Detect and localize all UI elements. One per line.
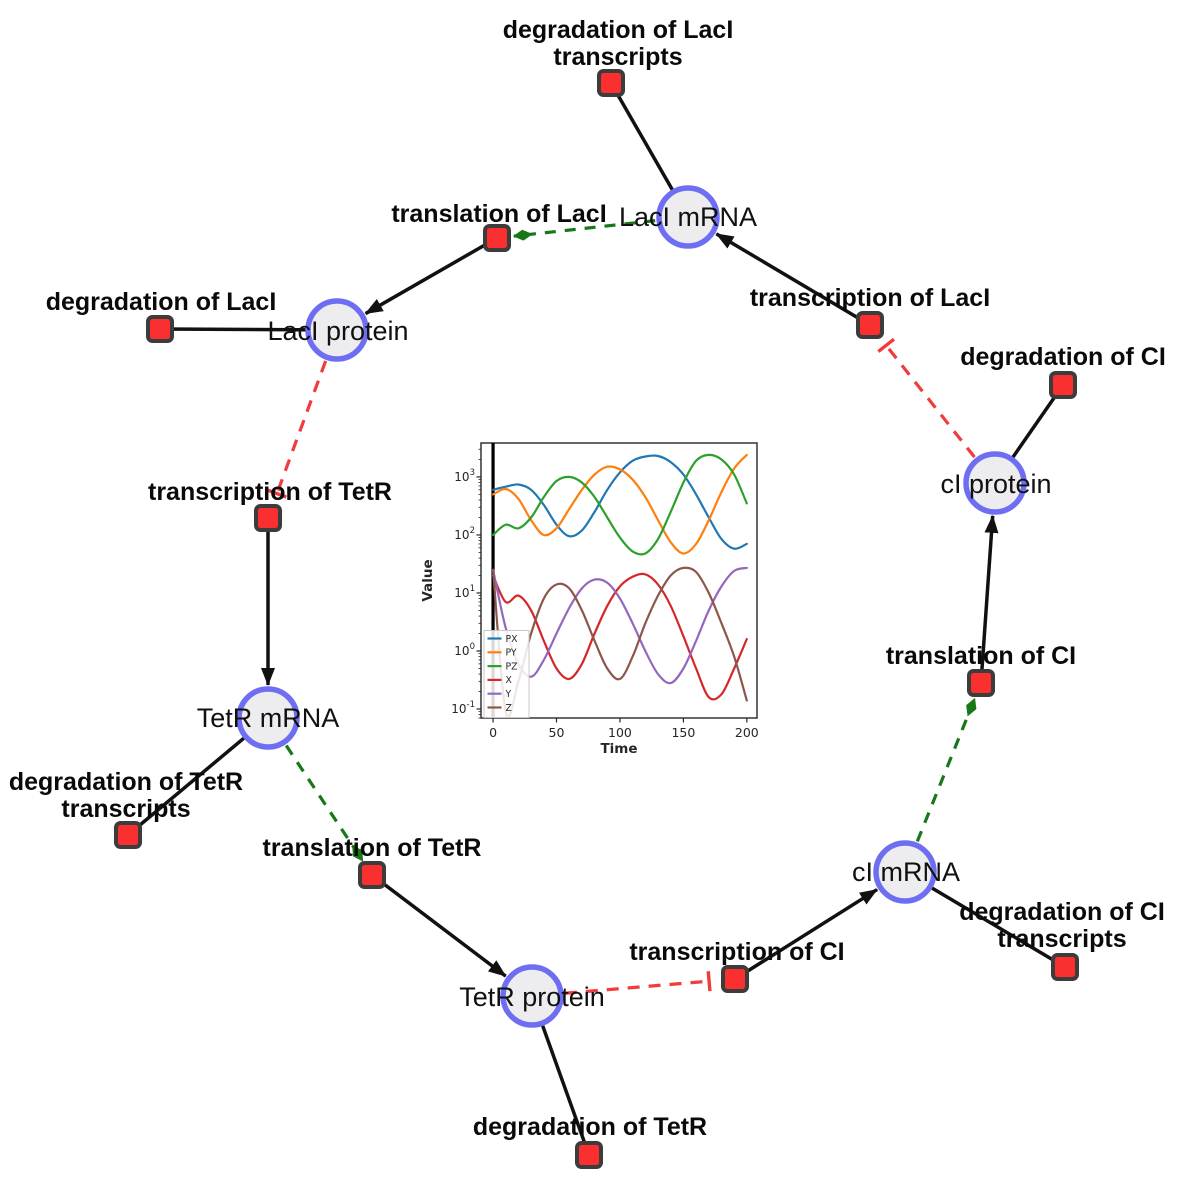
- plot-legend-label: Z: [506, 703, 512, 714]
- species-node-ci_mrna[interactable]: [873, 840, 937, 904]
- edge-production-transl_laci-laci_protein[interactable]: [364, 236, 498, 316]
- edge-production-transl_ci-ci_protein[interactable]: [979, 514, 999, 684]
- reaction-label-transl_tetr: translation of TetR: [263, 834, 482, 862]
- species-node-laci_mrna[interactable]: [656, 185, 720, 249]
- reaction-label-deg_laci_tx: degradation of LacI: [503, 16, 734, 44]
- reaction-node-deg_laci[interactable]: [146, 315, 174, 343]
- species-label-ci_protein: cI protein: [940, 469, 1051, 499]
- reaction-label-txn_laci: transcription of LacI: [750, 284, 990, 312]
- reaction-label-deg_tetr_tx: transcripts: [61, 795, 190, 823]
- species-label-ci_mrna: cI mRNA: [852, 857, 960, 887]
- plot-ylabel: Value: [420, 559, 436, 601]
- plot-series-PZ: [492, 453, 748, 556]
- plot-series-X: [492, 572, 748, 701]
- edge-production-txn_ci-ci_mrna[interactable]: [734, 888, 879, 981]
- edge-catalysis-tetr_mrna-transl_tetr[interactable]: [284, 744, 364, 862]
- species-node-ci_protein[interactable]: [963, 451, 1027, 515]
- reaction-node-transl_ci[interactable]: [967, 669, 995, 697]
- plot-ytick-label: 102: [454, 526, 475, 542]
- edge-production-transl_tetr-tetr_protein[interactable]: [370, 873, 507, 978]
- plot-legend-label: X: [506, 675, 513, 686]
- plot-series-PX: [492, 454, 748, 550]
- plot-xtick-label: 150: [671, 725, 695, 740]
- species-label-laci_protein: LacI protein: [267, 316, 408, 346]
- reaction-node-deg_tetr_tx[interactable]: [114, 821, 142, 849]
- plot-legend-label: PZ: [506, 661, 518, 672]
- plot-ytick-label: 100: [454, 642, 475, 658]
- reaction-label-txn_tetr: transcription of TetR: [148, 478, 392, 506]
- species-label-tetr_mrna: TetR mRNA: [197, 703, 340, 733]
- reaction-label-deg_ci: degradation of CI: [960, 343, 1166, 371]
- reaction-node-deg_ci[interactable]: [1049, 371, 1077, 399]
- reaction-node-txn_laci[interactable]: [856, 311, 884, 339]
- plot-xtick-label: 0: [489, 725, 497, 740]
- reaction-node-txn_tetr[interactable]: [254, 504, 282, 532]
- reaction-label-deg_tetr: degradation of TetR: [473, 1113, 707, 1141]
- reaction-label-deg_laci: degradation of LacI: [46, 288, 277, 316]
- plot-xtick-label: 200: [735, 725, 759, 740]
- plot-legend-label: Y: [505, 689, 512, 700]
- plot-ytick-label: 103: [454, 468, 475, 484]
- reaction-node-deg_ci_tx[interactable]: [1051, 953, 1079, 981]
- reaction-label-txn_ci: transcription of CI: [629, 938, 844, 966]
- plot-legend-label: PX: [506, 634, 519, 645]
- edge-inhibition-ci_protein-txn_laci[interactable]: [877, 337, 976, 459]
- plot-xlabel: Time: [600, 741, 637, 757]
- plot-ytick-label: 101: [454, 584, 475, 600]
- plot-series-Z: [492, 566, 748, 718]
- plot-series-PY: [492, 453, 748, 555]
- reaction-node-transl_tetr[interactable]: [358, 861, 386, 889]
- edge-catalysis-laci_mrna-transl_laci[interactable]: [512, 219, 656, 241]
- plot-xtick-label: 50: [549, 725, 565, 740]
- edge-inhibition-tetr_protein-txn_ci[interactable]: [564, 971, 712, 995]
- species-label-tetr_protein: TetR protein: [459, 982, 605, 1012]
- species-node-tetr_mrna[interactable]: [236, 686, 300, 750]
- reaction-label-deg_laci_tx: transcripts: [553, 43, 682, 71]
- reaction-node-txn_ci[interactable]: [721, 965, 749, 993]
- edge-inhibition-laci_protein-txn_tetr[interactable]: [266, 360, 328, 499]
- edge-production-txn_laci-laci_mrna[interactable]: [715, 232, 871, 327]
- reaction-node-deg_laci_tx[interactable]: [597, 69, 625, 97]
- reaction-node-transl_laci[interactable]: [483, 224, 511, 252]
- reaction-label-transl_ci: translation of CI: [886, 642, 1076, 670]
- plot-legend-label: PY: [506, 648, 517, 659]
- plot-series-Y: [492, 566, 748, 685]
- reaction-label-deg_ci_tx: degradation of CI: [959, 898, 1165, 926]
- species-node-laci_protein[interactable]: [305, 298, 369, 362]
- species-node-tetr_protein[interactable]: [500, 964, 564, 1028]
- edge-catalysis-ci_mrna-transl_ci[interactable]: [915, 697, 977, 842]
- reaction-label-deg_ci_tx: transcripts: [997, 925, 1126, 953]
- reaction-label-transl_laci: translation of LacI: [391, 200, 606, 228]
- species-label-laci_mrna: LacI mRNA: [619, 202, 757, 232]
- plot-xtick-label: 100: [608, 725, 632, 740]
- embedded-timecourse-plot: 0 50 100 150 200 10-1 100 101 102 103 Time Value PX P…: [420, 442, 759, 757]
- reaction-label-deg_tetr_tx: degradation of TetR: [9, 768, 243, 796]
- reaction-node-deg_tetr[interactable]: [575, 1141, 603, 1169]
- plot-legend-box: [483, 630, 530, 718]
- plot-ytick-label: 10-1: [451, 700, 475, 716]
